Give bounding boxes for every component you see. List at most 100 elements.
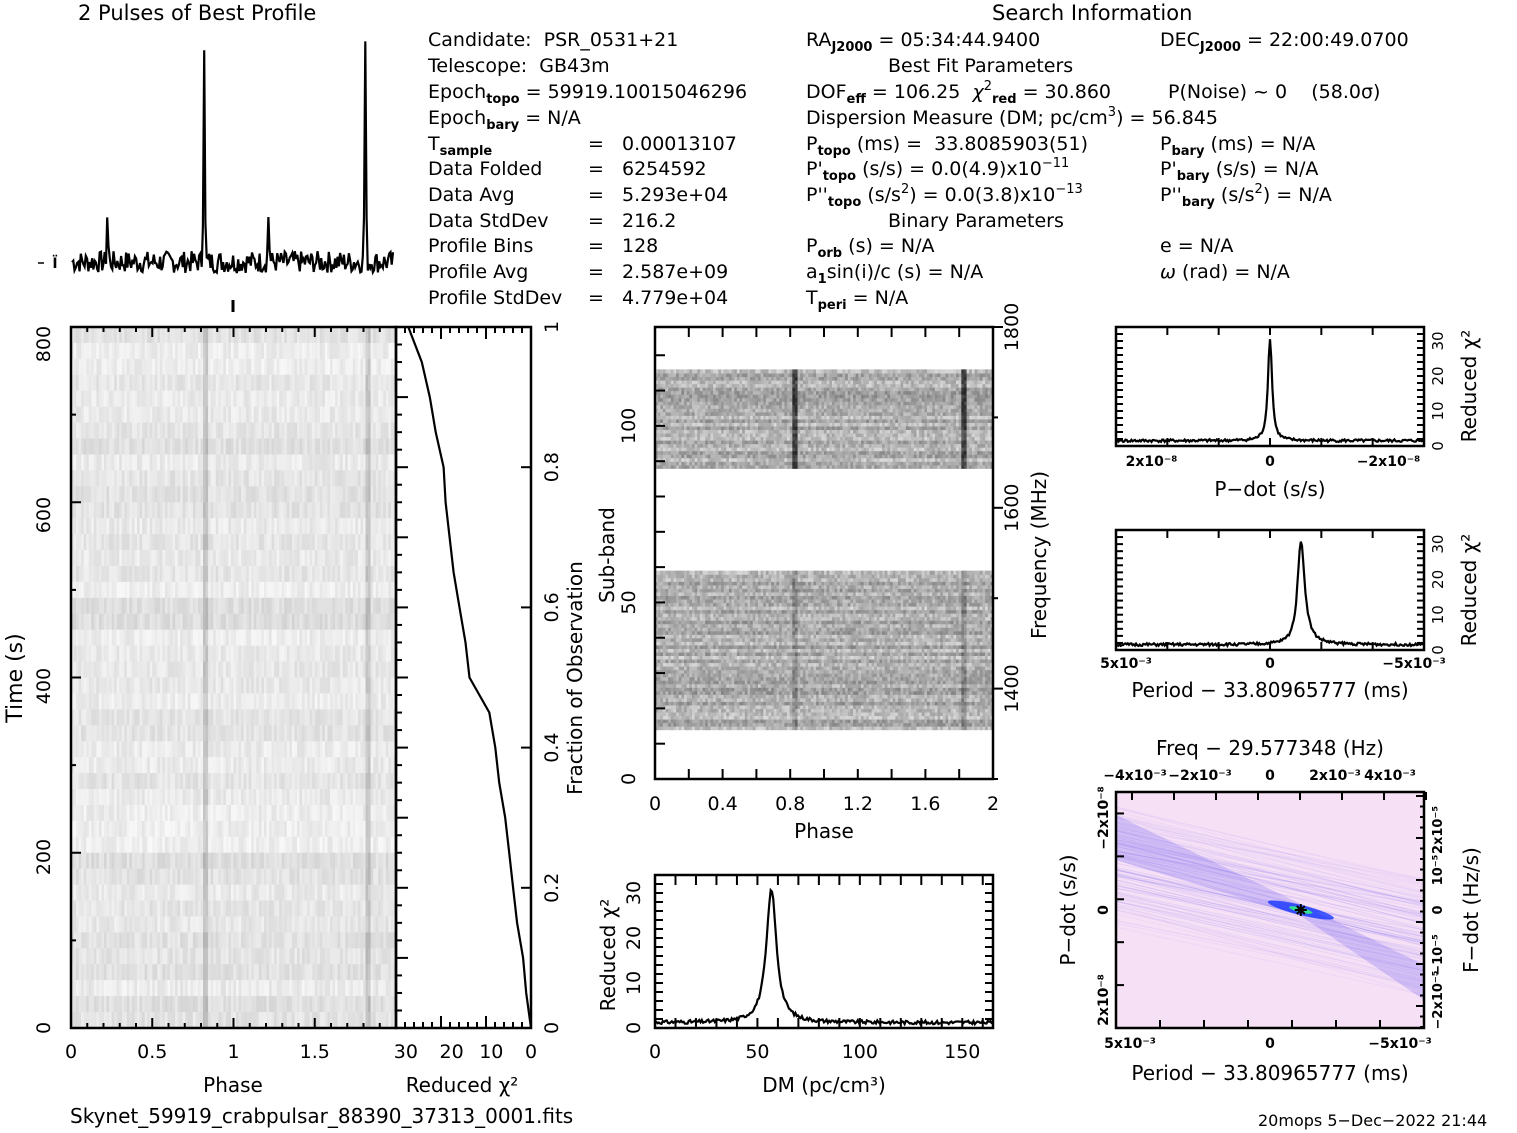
heat-cell <box>218 438 222 456</box>
heat-cell <box>195 342 199 360</box>
heat-cell <box>248 422 252 440</box>
heat-cell <box>134 390 138 408</box>
heat-cell <box>296 327 301 344</box>
heat-cell <box>322 438 326 456</box>
heat-cell <box>220 358 224 376</box>
heat-cell <box>129 358 133 376</box>
heat-cell <box>144 374 148 392</box>
heat-cell <box>332 438 336 456</box>
heat-cell <box>228 422 232 440</box>
heat-cell <box>383 438 387 456</box>
heat-cell <box>360 438 364 456</box>
heat-cell <box>147 406 151 424</box>
heat-cell <box>324 422 329 440</box>
heat-cell <box>286 422 290 440</box>
heat-cell <box>157 406 161 424</box>
heat-cell <box>175 327 179 344</box>
heat-cell <box>266 422 270 440</box>
heat-cell <box>164 422 169 440</box>
heat-cell <box>203 422 207 440</box>
heat-cell <box>147 342 151 360</box>
heat-cell <box>289 406 293 424</box>
heat-cell <box>93 390 97 408</box>
heat-cell <box>73 422 77 440</box>
heat-cell <box>271 438 275 456</box>
heat-cell <box>73 327 77 344</box>
heat-cell <box>164 390 169 408</box>
heat-cell <box>175 454 179 471</box>
heat-cell <box>81 358 85 376</box>
heat-cell <box>175 406 179 424</box>
heat-cell <box>388 342 392 360</box>
heat-cell <box>314 406 318 424</box>
heat-cell <box>177 358 181 376</box>
heat-cell <box>243 358 247 376</box>
heat-cell <box>154 374 158 392</box>
heat-cell <box>218 390 222 408</box>
heat-cell <box>337 327 341 344</box>
heat-cell <box>76 438 80 456</box>
heat-cell <box>233 406 237 424</box>
heat-cell <box>253 342 257 360</box>
heat-cell <box>104 438 108 456</box>
heat-cell <box>116 358 120 376</box>
heat-cell <box>190 342 194 360</box>
heat-cell <box>319 358 323 376</box>
heat-cell <box>177 374 181 392</box>
heat-cell <box>124 374 128 392</box>
heat-cell <box>154 438 158 456</box>
heat-cell <box>223 327 227 344</box>
heat-cell <box>96 454 100 471</box>
heat-cell <box>340 390 344 408</box>
heat-cell <box>355 406 359 424</box>
heat-cell <box>213 374 217 392</box>
heat-cell <box>101 406 105 424</box>
heat-cell <box>390 406 395 424</box>
heat-cell <box>195 422 199 440</box>
heat-cell <box>289 438 293 456</box>
heat-cell <box>192 358 197 376</box>
heat-cell <box>309 342 313 360</box>
filename: Skynet_59919_crabpulsar_88390_37313_0001… <box>70 1104 574 1128</box>
heat-cell <box>294 327 298 344</box>
heat-cell <box>355 358 359 376</box>
heat-cell <box>157 358 161 376</box>
heat-cell <box>327 358 331 376</box>
heat-cell <box>98 422 103 440</box>
heat-cell <box>238 390 242 408</box>
heat-cell <box>78 358 82 376</box>
heat-cell <box>167 422 171 440</box>
heat-cell <box>266 342 270 360</box>
heat-cell <box>170 374 174 392</box>
heat-cell <box>76 390 80 408</box>
heat-cell <box>342 438 346 456</box>
heat-cell <box>88 327 92 344</box>
heat-cell <box>238 342 242 360</box>
heat-cell <box>106 390 110 408</box>
heat-cell <box>152 406 156 424</box>
heat-cell <box>390 438 395 456</box>
heat-cell <box>225 406 230 424</box>
heat-cell <box>312 406 316 424</box>
dec-label: DEC <box>1160 29 1200 51</box>
heat-cell <box>263 374 268 392</box>
pdd-topo-value: 0.0(3.8)x10 <box>944 184 1056 206</box>
heat-cell <box>81 327 85 344</box>
heat-cell <box>243 374 247 392</box>
heat-cell <box>307 358 311 376</box>
heat-cell <box>88 454 92 471</box>
profile-avg-label: Profile Avg <box>428 261 529 283</box>
heat-cell <box>324 358 329 376</box>
candidate-label: Candidate: <box>428 29 532 51</box>
j2000-sub: J2000 <box>831 40 873 55</box>
heat-cell <box>129 390 133 408</box>
heat-cell <box>357 342 362 360</box>
heat-cell <box>375 358 379 376</box>
heat-cell <box>352 358 356 376</box>
heat-cell <box>170 342 174 360</box>
heat-cell <box>182 454 186 471</box>
heat-cell <box>378 374 382 392</box>
heat-cell <box>263 422 268 440</box>
heat-cell <box>385 406 389 424</box>
